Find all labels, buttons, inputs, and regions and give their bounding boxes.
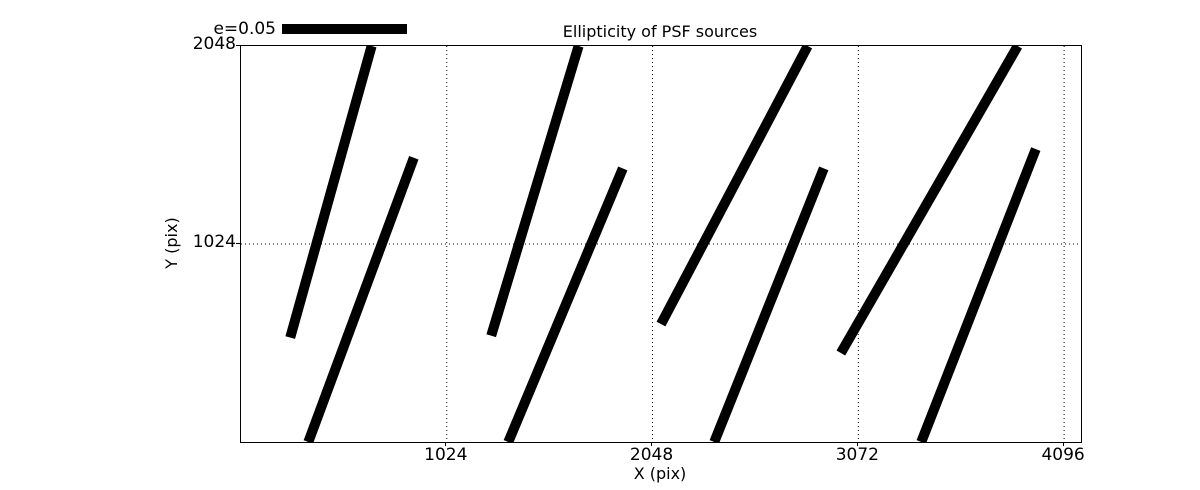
x-tick-label: 4096 bbox=[1041, 445, 1085, 465]
y-tick bbox=[236, 44, 240, 46]
legend-scale-bar bbox=[282, 24, 407, 34]
y-tick bbox=[236, 242, 240, 244]
legend-label: e=0.05 bbox=[213, 19, 276, 39]
whisker-plot bbox=[241, 46, 1081, 442]
ellipticity-whisker bbox=[303, 156, 419, 442]
ellipticity-whisker bbox=[503, 166, 628, 442]
plot-area bbox=[240, 45, 1082, 443]
ellipticity-whisker bbox=[709, 166, 829, 442]
x-tick-label: 3072 bbox=[835, 445, 879, 465]
x-tick bbox=[445, 442, 447, 446]
x-tick bbox=[1062, 442, 1064, 446]
ellipticity-whisker bbox=[656, 46, 813, 327]
ellipticity-whisker bbox=[285, 46, 377, 339]
x-tick bbox=[651, 442, 653, 446]
y-tick-label: 1024 bbox=[192, 232, 236, 252]
x-tick-label: 1024 bbox=[424, 445, 468, 465]
x-tick-label: 2048 bbox=[629, 445, 674, 465]
chart-title: Ellipticity of PSF sources bbox=[562, 22, 758, 41]
ellipticity-whisker bbox=[836, 46, 1023, 356]
ellipticity-whisker bbox=[486, 46, 584, 338]
y-tick-label: 2048 bbox=[192, 34, 236, 54]
x-axis-label: X (pix) bbox=[633, 464, 687, 483]
x-tick bbox=[856, 442, 858, 446]
ellipticity-whisker bbox=[916, 147, 1041, 442]
